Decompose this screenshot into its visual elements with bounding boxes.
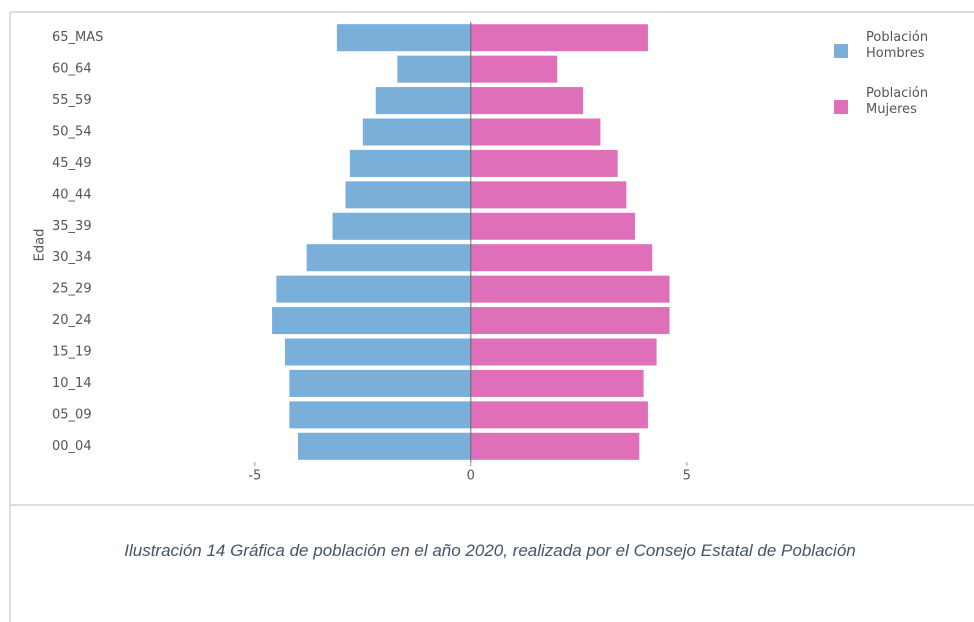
bar <box>470 118 601 146</box>
bar <box>470 275 670 303</box>
y-tick-label: 10_14 <box>52 376 92 391</box>
bar <box>289 401 471 429</box>
bar <box>470 181 627 209</box>
bar <box>272 307 471 335</box>
legend-label: Población Mujeres <box>866 86 929 117</box>
bar <box>375 87 471 115</box>
y-tick-label: 20_24 <box>52 313 92 328</box>
bar <box>470 212 635 240</box>
bar <box>289 369 471 397</box>
bar <box>298 432 471 460</box>
x-tick-label: 5 <box>683 469 691 484</box>
y-tick-label: 55_59 <box>52 93 92 108</box>
legend-label: Población Hombres <box>866 30 929 61</box>
bar <box>470 87 584 115</box>
y-tick-label: 35_39 <box>52 219 92 234</box>
bar <box>332 212 471 240</box>
bar <box>285 338 471 366</box>
bar <box>470 432 640 460</box>
bar <box>306 244 471 272</box>
bar <box>470 307 670 335</box>
bar <box>349 149 471 177</box>
bar <box>470 369 644 397</box>
y-tick-label: 05_09 <box>52 407 92 422</box>
y-tick-label: 45_49 <box>52 156 92 171</box>
caption: Ilustración 14 Gráfica de población en e… <box>124 541 856 560</box>
legend-swatch <box>834 44 848 58</box>
bar <box>470 24 648 52</box>
bar <box>470 244 653 272</box>
y-tick-label: 65_MAS <box>52 30 103 45</box>
bar <box>336 24 471 52</box>
y-axis-label: Edad <box>33 229 48 262</box>
bar <box>345 181 471 209</box>
y-tick-label: 30_34 <box>52 250 92 265</box>
x-tick-label: -5 <box>248 469 261 484</box>
y-tick-label: 15_19 <box>52 345 92 360</box>
legend-swatch <box>834 100 848 114</box>
x-tick-label: 0 <box>467 469 475 484</box>
bar <box>397 55 471 83</box>
bar <box>362 118 471 146</box>
bar <box>470 401 648 429</box>
bar <box>470 55 558 83</box>
y-tick-label: 40_44 <box>52 187 92 202</box>
y-tick-label: 25_29 <box>52 282 92 297</box>
bar <box>276 275 471 303</box>
y-tick-label: 60_64 <box>52 62 92 77</box>
bar <box>470 338 657 366</box>
y-tick-label: 50_54 <box>52 125 92 140</box>
y-tick-label: 00_04 <box>52 439 92 454</box>
bar <box>470 149 618 177</box>
